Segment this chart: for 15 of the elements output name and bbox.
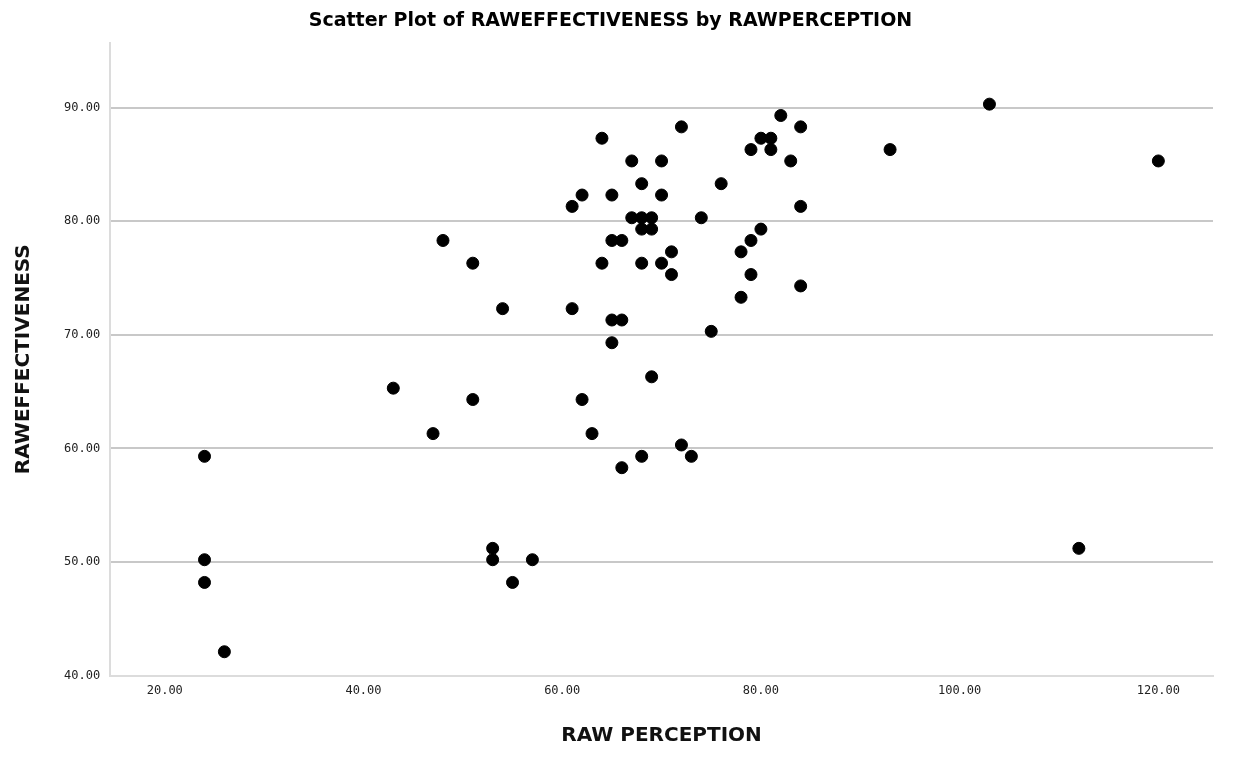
x-tick-label: 40.00 — [345, 682, 382, 697]
x-axis-title: RAW PERCEPTION — [561, 722, 762, 747]
x-tick-label: 60.00 — [544, 682, 581, 697]
y-axis-title: RAWEFFECTIVENESS — [10, 244, 35, 475]
y-tick-label: 40.00 — [64, 667, 101, 682]
y-tick-label: 70.00 — [64, 326, 101, 341]
x-tick-label: 120.00 — [1136, 682, 1181, 697]
chart-title: Scatter Plot of RAWEFFECTIVENESS by RAWPERCEPTION — [308, 8, 913, 31]
y-tick-label: 90.00 — [64, 99, 101, 114]
x-tick-label: 80.00 — [742, 682, 779, 697]
y-tick-label: 80.00 — [64, 213, 101, 228]
x-tick-label: 20.00 — [146, 682, 183, 697]
y-tick-label: 60.00 — [64, 440, 101, 455]
y-tick-label: 50.00 — [64, 554, 101, 569]
x-tick-label: 100.00 — [937, 682, 982, 697]
